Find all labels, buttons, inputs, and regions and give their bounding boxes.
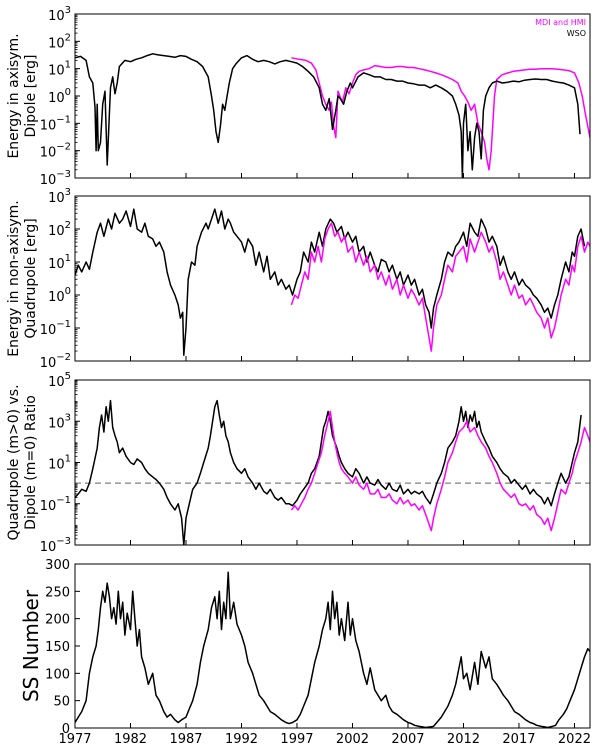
panel-ratio: 10−3 10−1 101 103 105 Quadrupole (m>0) vs. Dip…	[6, 371, 591, 555]
y-tick-label: 103	[48, 187, 71, 206]
series-line-dipole-0	[291, 57, 590, 171]
series-line-ratio-0	[75, 399, 582, 545]
x-tick-label: 2022	[558, 732, 591, 747]
y-tick-label: 102	[48, 32, 71, 51]
panel-quadrupole: 10−2 10−1 100 101 102 103 Energy in non-axisym…	[6, 187, 591, 371]
y-tick-label: 101	[48, 253, 71, 272]
y-axis-label-line: Energy in non-axisym.	[6, 200, 22, 356]
y-tick-label: 50	[53, 695, 70, 710]
series-line-quadrupole-1	[290, 222, 590, 352]
y-axis-label-line: Dipole [erg]	[23, 54, 39, 137]
y-tick-label: 300	[45, 558, 70, 573]
x-tick-label: 1997	[280, 732, 313, 747]
y-tick-label: 10−1	[40, 319, 71, 338]
axes-frame	[74, 195, 591, 362]
panel-dipole: 10−3 10−2 10−1 100 101 102 103 Energy in axisym…	[6, 5, 591, 188]
y-tick-label: 100	[48, 286, 71, 305]
y-tick-label: 101	[48, 60, 71, 79]
y-tick-label: 250	[45, 585, 70, 600]
series-line-sunspots-0	[75, 571, 590, 728]
y-tick-label: 10−1	[40, 495, 71, 514]
legend-entry: WSO	[567, 29, 586, 38]
y-tick-label: 101	[48, 454, 71, 473]
x-tick-label: 2017	[502, 732, 535, 747]
y-tick-label: 103	[48, 5, 71, 24]
y-axis-label-line: Quadrupole [erg]	[23, 218, 39, 338]
y-tick-label: 150	[45, 640, 70, 655]
y-tick-label: 103	[48, 412, 71, 431]
y-tick-label: 102	[48, 220, 71, 239]
y-axis-label: SS Number	[19, 589, 43, 702]
axes-frame	[74, 563, 591, 729]
series-line-ratio-1	[290, 410, 590, 532]
x-tick-label: 2002	[336, 732, 369, 747]
y-tick-label: 10−3	[40, 536, 71, 555]
y-tick-label: 10−1	[40, 114, 71, 133]
x-tick-label: 2012	[447, 732, 480, 747]
series-line-quadrupole-0	[75, 208, 586, 356]
series-line-dipole-1	[75, 53, 581, 178]
y-tick-label: 10−2	[40, 142, 71, 161]
x-tick-label: 1987	[169, 732, 202, 747]
y-axis-label-line: Energy in axisym.	[6, 33, 22, 158]
x-tick-label: 1977	[58, 732, 91, 747]
y-tick-label: 100	[45, 667, 70, 682]
x-tick-label: 2007	[391, 732, 424, 747]
panel-sunspots: 0 50 100 150 200 250 300 1977 1982 1987 1992 1997 20…	[19, 558, 591, 747]
x-tick-label: 1982	[114, 732, 147, 747]
y-axis-label-line: Dipole (m=0) Ratio	[23, 395, 39, 530]
y-axis-label-line: Quadrupole (m>0) vs.	[6, 384, 22, 540]
y-tick-label: 100	[48, 87, 71, 106]
axes-frame	[74, 379, 591, 546]
legend-entry: MDI and HMI	[535, 18, 586, 27]
x-tick-label: 1992	[225, 732, 258, 747]
axes-frame	[74, 13, 591, 179]
y-tick-label: 10−2	[40, 352, 71, 371]
y-tick-label: 105	[48, 371, 71, 390]
y-tick-label: 200	[45, 613, 70, 628]
y-tick-label: 10−3	[40, 169, 71, 188]
y-tick-label: 0	[62, 722, 70, 737]
